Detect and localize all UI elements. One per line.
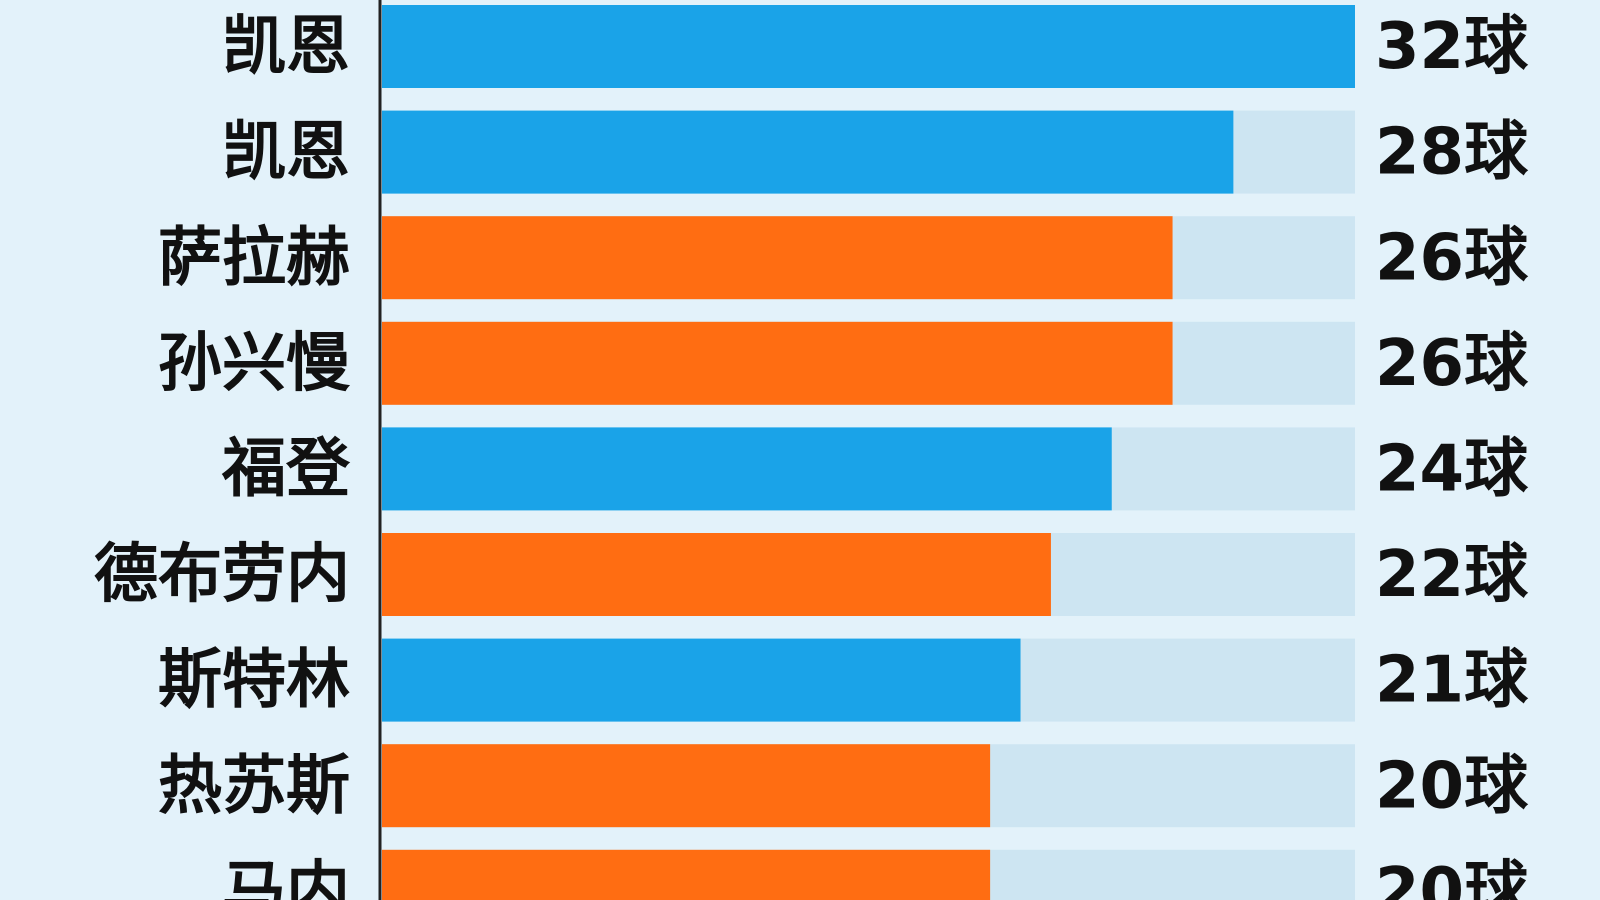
- y-tick-label: 斯特林: [158, 644, 350, 718]
- y-tick-label: 德布劳内: [94, 538, 350, 612]
- value-label: 28球: [1375, 116, 1529, 190]
- bar: [382, 638, 1021, 722]
- value-label: 20球: [1375, 749, 1529, 823]
- value-label: 20球: [1375, 855, 1529, 900]
- y-tick-label: 马内: [222, 855, 350, 900]
- value-label: 22球: [1375, 538, 1529, 612]
- value-label: 26球: [1375, 327, 1529, 401]
- bar: [382, 321, 1173, 405]
- bar: [382, 849, 991, 900]
- y-tick-label: 凯恩: [222, 10, 350, 84]
- bar: [382, 110, 1234, 194]
- y-tick-label: 福登: [221, 432, 351, 506]
- bar: [382, 533, 1051, 616]
- bar: [382, 216, 1173, 300]
- y-tick-label: 热苏斯: [158, 749, 350, 823]
- value-label: 32球: [1375, 10, 1529, 84]
- bar: [382, 744, 991, 828]
- value-label: 26球: [1375, 221, 1529, 295]
- y-tick-label: 凯恩: [222, 116, 350, 190]
- y-tick-label: 孙兴慢: [158, 327, 351, 401]
- bar: [382, 427, 1112, 511]
- value-label: 21球: [1375, 644, 1529, 718]
- value-label: 24球: [1375, 432, 1529, 506]
- y-tick-label: 萨拉赫: [158, 221, 350, 295]
- bar: [382, 5, 1355, 88]
